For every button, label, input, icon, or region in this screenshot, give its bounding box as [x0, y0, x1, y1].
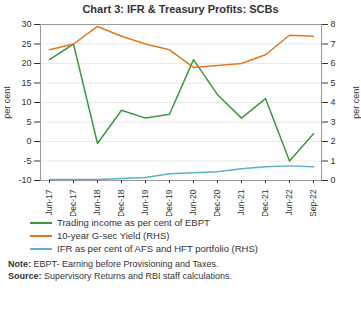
- svg-text:0: 0: [26, 136, 31, 146]
- svg-text:Jun-21: Jun-21: [236, 189, 246, 215]
- svg-text:Dec-21: Dec-21: [260, 189, 270, 216]
- svg-text:20: 20: [21, 58, 31, 68]
- svg-text:7: 7: [331, 39, 336, 49]
- svg-text:2: 2: [331, 136, 336, 146]
- svg-text:Dec-19: Dec-19: [164, 189, 174, 216]
- svg-text:Dec-20: Dec-20: [212, 189, 222, 216]
- svg-text:Dec-18: Dec-18: [116, 189, 126, 216]
- svg-text:0: 0: [331, 175, 336, 185]
- svg-text:15: 15: [21, 78, 31, 88]
- html-text:10-year G-sec Yield (RHS): 10-year G-sec Yield (RHS): [57, 230, 170, 241]
- html-text:Source: Supervisory Returns an: Source: Supervisory Returns and RBI staf…: [8, 271, 232, 281]
- svg-text:5: 5: [26, 117, 31, 127]
- svg-text:10: 10: [21, 97, 31, 107]
- svg-text:3: 3: [331, 117, 336, 127]
- svg-text:-5: -5: [23, 156, 31, 166]
- svg-text:-10: -10: [18, 175, 31, 185]
- html-text:Chart 3: IFR & Treasury Profit: Chart 3: IFR & Treasury Profits: SCBs: [82, 3, 279, 15]
- svg-text:4: 4: [331, 97, 336, 107]
- html-text:Trading income as per cent of: Trading income as per cent of EBPT: [57, 217, 210, 228]
- svg-text:6: 6: [331, 58, 336, 68]
- svg-text:30: 30: [21, 19, 31, 29]
- svg-text:8: 8: [331, 19, 336, 29]
- svg-text:Dec-17: Dec-17: [68, 189, 78, 216]
- svg-text:Jun-17: Jun-17: [44, 189, 54, 215]
- svg-text:Sep-22: Sep-22: [308, 189, 318, 216]
- svg-text:25: 25: [21, 39, 31, 49]
- svg-text:Jun-19: Jun-19: [140, 189, 150, 215]
- svg-text:5: 5: [331, 78, 336, 88]
- svg-text:Jun-22: Jun-22: [284, 189, 294, 215]
- html-text:Note: EBPT- Earning before Pro: Note: EBPT- Earning before Provisioning …: [8, 259, 219, 269]
- svg-text:per cent: per cent: [2, 86, 12, 119]
- svg-text:per cent: per cent: [351, 86, 361, 119]
- svg-text:Jun-18: Jun-18: [92, 189, 102, 215]
- svg-text:1: 1: [331, 156, 336, 166]
- html-text:IFR as per cent of AFS and HFT: IFR as per cent of AFS and HFT portfolio…: [57, 243, 258, 254]
- svg-text:Jun-20: Jun-20: [188, 189, 198, 215]
